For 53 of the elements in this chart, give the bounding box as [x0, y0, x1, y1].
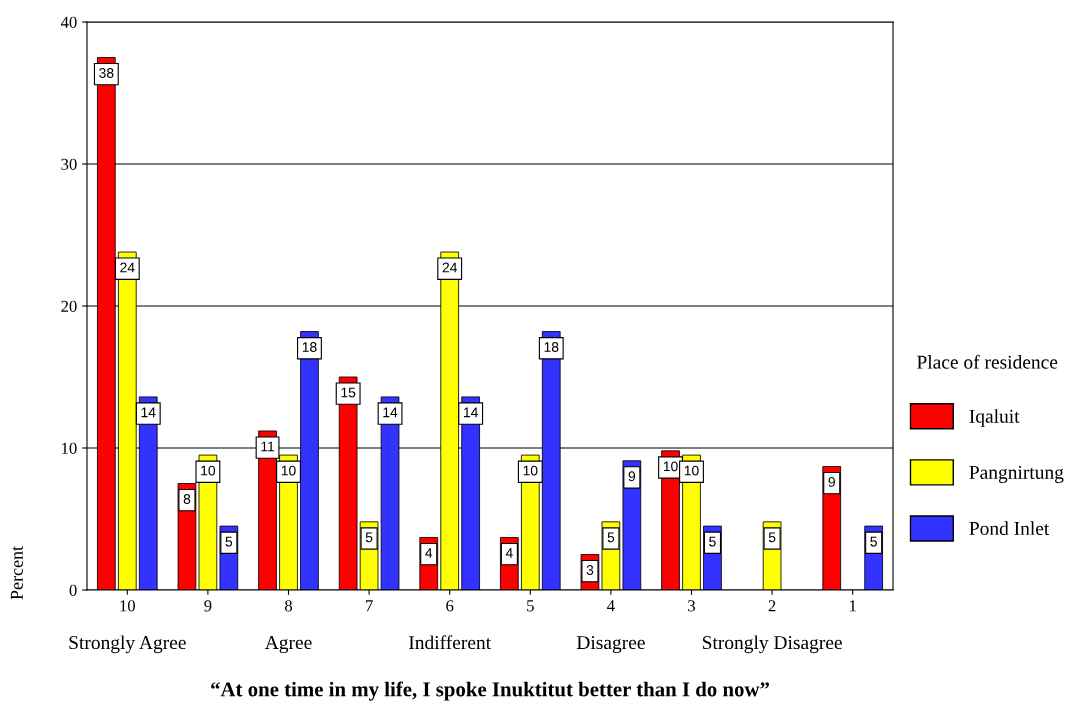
legend-title: Place of residence	[917, 354, 1058, 369]
text: Agree	[264, 636, 312, 654]
data-label: 11	[261, 441, 275, 452]
data-label: 5	[709, 536, 716, 547]
data-label: 24	[442, 262, 458, 273]
y-tick-label: 0	[69, 584, 77, 596]
text: Strongly Disagree	[702, 635, 842, 654]
y-axis-title: Percent	[10, 546, 23, 600]
data-label: 10	[201, 465, 216, 476]
data-label: 14	[463, 407, 478, 418]
data-label: 10	[523, 465, 538, 476]
data-label: 9	[828, 477, 835, 487]
x-tick-label: 7	[366, 600, 373, 612]
y-tick-label: 40	[60, 16, 77, 28]
text: Strongly Agree	[69, 635, 186, 654]
data-label: 5	[225, 536, 233, 547]
y-tick-label: 20	[61, 300, 77, 312]
y-tick-label: 30	[61, 158, 77, 170]
data-label: 9	[628, 471, 636, 482]
data-label: 5	[870, 536, 877, 547]
x-tick-label: 6	[446, 600, 454, 612]
data-label: 18	[544, 342, 559, 352]
data-label: 4	[425, 548, 433, 558]
data-label: 10	[684, 465, 699, 476]
data-label: 5	[607, 532, 615, 543]
x-tick-label: 2	[768, 600, 776, 612]
data-label: 5	[768, 532, 776, 543]
data-label: 4	[505, 548, 513, 558]
data-label: 18	[302, 342, 317, 352]
data-label: 24	[120, 262, 135, 273]
x-tick-label: 4	[607, 600, 615, 612]
x-tick-label: 9	[204, 600, 212, 612]
data-label: 15	[341, 387, 356, 398]
text: Disagree	[576, 636, 645, 654]
data-label: 14	[383, 407, 398, 418]
data-label: 8	[183, 494, 191, 504]
data-label: 5	[365, 532, 373, 543]
x-tick-label: 8	[284, 600, 293, 612]
text: Indifferent	[409, 635, 491, 650]
legend-label: Pond Inlet	[969, 521, 1050, 536]
x-tick-label: 3	[688, 600, 696, 612]
x-tick-label: 5	[527, 600, 534, 612]
x-axis-title: “At one time in my life, I spoke Inuktitut better than I do now”	[211, 681, 769, 701]
data-label: 10	[281, 465, 296, 476]
x-tick-label: 1	[850, 600, 856, 612]
data-label: 3	[586, 565, 594, 575]
data-label: 14	[141, 407, 156, 418]
x-tick-label: 10	[120, 600, 135, 612]
y-tick-label: 10	[62, 442, 77, 454]
legend-label: Iqaluit	[969, 409, 1020, 427]
legend-label: Pangnirtung	[969, 465, 1064, 483]
data-label: 38	[99, 68, 114, 78]
data-label: 10	[663, 461, 678, 472]
